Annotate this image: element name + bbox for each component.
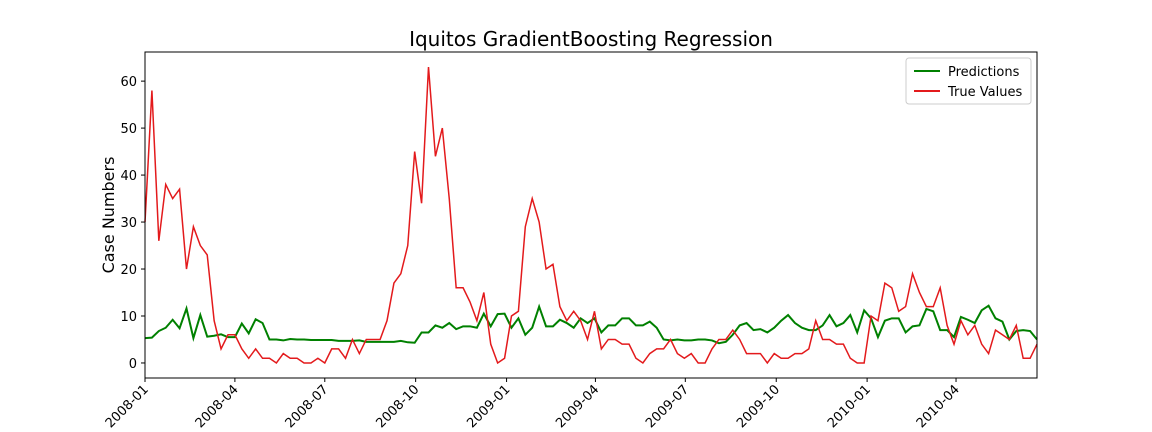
- x-tick-label: 2009-01: [464, 382, 513, 431]
- y-tick-label: 30: [120, 216, 137, 231]
- y-axis-label: Case Numbers: [99, 157, 118, 274]
- x-tick-label: 2008-01: [103, 382, 152, 431]
- legend-label: Predictions: [948, 65, 1020, 80]
- x-tick-label: 2009-10: [734, 382, 783, 431]
- x-tick-label: 2008-10: [373, 382, 422, 431]
- plot-frame: [144, 51, 1038, 379]
- chart-title: Iquitos GradientBoosting Regression: [409, 27, 773, 51]
- y-tick-label: 0: [129, 357, 137, 372]
- x-tick-label: 2009-07: [643, 382, 692, 431]
- x-tick-label: 2009-04: [553, 382, 602, 431]
- x-tick-label: 2008-04: [193, 382, 242, 431]
- y-tick-label: 40: [120, 169, 137, 184]
- y-tick-label: 60: [120, 75, 137, 90]
- legend-box: [905, 57, 1032, 105]
- x-tick-label: 2010-01: [825, 382, 874, 431]
- y-tick-label: 10: [120, 310, 137, 325]
- x-tick-label: 2010-04: [914, 382, 963, 431]
- y-tick-label: 20: [120, 263, 137, 278]
- x-tick-label: 2008-07: [283, 382, 332, 431]
- series-line: [144, 303, 1038, 345]
- y-tick-label: 50: [120, 122, 137, 137]
- legend-label: True Values: [947, 85, 1022, 100]
- series-line: [144, 66, 1038, 365]
